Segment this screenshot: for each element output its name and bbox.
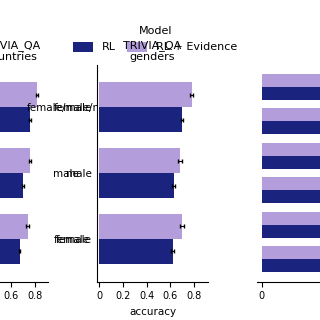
Bar [261,121,320,134]
Bar [261,246,320,259]
Bar [0,82,37,107]
Bar [99,82,192,107]
Bar [261,143,320,156]
Bar [99,214,182,239]
Bar [99,173,174,198]
Title: TRIVIA_QA
genders: TRIVIA_QA genders [124,40,182,62]
Bar [0,239,20,264]
Bar [0,173,23,198]
X-axis label: accuracy: accuracy [129,307,176,317]
Bar [0,214,28,239]
Bar [0,148,30,173]
Bar [261,212,320,225]
Legend: RL, RL + Evidence: RL, RL + Evidence [69,21,242,57]
Bar [261,108,320,121]
Bar [261,225,320,238]
Bar [0,107,30,132]
Bar [261,177,320,190]
Bar [99,107,182,132]
Bar [261,87,320,100]
Bar [261,190,320,204]
Bar [261,156,320,169]
Bar [99,239,173,264]
Bar [99,148,180,173]
Title: TRIVIA_QA
countries: TRIVIA_QA countries [0,40,41,62]
Bar [261,74,320,87]
Bar [261,259,320,272]
